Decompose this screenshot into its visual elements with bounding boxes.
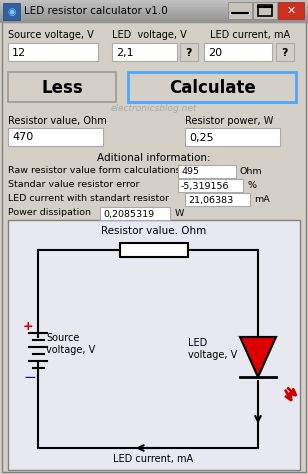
Text: Source voltage, V: Source voltage, V [8,30,94,40]
Polygon shape [240,337,276,377]
Text: W: W [175,210,184,219]
FancyBboxPatch shape [2,22,306,472]
FancyBboxPatch shape [112,43,177,61]
FancyBboxPatch shape [120,243,188,257]
FancyBboxPatch shape [0,20,308,22]
Text: Raw resistor value form calculations: Raw resistor value form calculations [8,166,180,175]
Text: LED  voltage, V: LED voltage, V [112,30,187,40]
FancyBboxPatch shape [0,2,308,5]
Text: 2,1: 2,1 [116,47,134,57]
Text: Resistor value, Ohm: Resistor value, Ohm [8,116,107,126]
FancyBboxPatch shape [8,43,98,61]
FancyBboxPatch shape [0,11,308,14]
Text: 470: 470 [12,133,33,143]
FancyBboxPatch shape [0,9,308,11]
Text: Power dissipation: Power dissipation [8,208,91,217]
Text: 21,06383: 21,06383 [188,195,233,204]
Text: Aditional information:: Aditional information: [97,153,211,163]
Text: Less: Less [41,79,83,97]
Text: Resistor power, W: Resistor power, W [185,116,274,126]
Text: mA: mA [254,195,270,204]
FancyBboxPatch shape [0,15,308,18]
FancyBboxPatch shape [0,13,308,16]
FancyBboxPatch shape [178,165,236,178]
Text: Resistor value. Ohm: Resistor value. Ohm [101,226,207,236]
Text: LED
voltage, V: LED voltage, V [188,338,237,360]
FancyBboxPatch shape [8,72,116,102]
Text: 12: 12 [12,47,26,57]
Text: LED resistor calculator v1.0: LED resistor calculator v1.0 [24,6,168,16]
FancyBboxPatch shape [185,193,250,206]
Text: −: − [24,370,36,384]
Text: ?: ? [186,47,192,57]
Text: ◉: ◉ [7,7,16,17]
Text: Calculate: Calculate [168,79,255,97]
FancyBboxPatch shape [0,0,308,3]
Text: +: + [23,320,33,334]
FancyBboxPatch shape [8,220,300,470]
Text: -5,319156: -5,319156 [181,182,229,191]
Text: Ohm: Ohm [240,167,263,176]
FancyBboxPatch shape [178,179,243,192]
Text: %: % [247,182,256,191]
Text: Source
voltage, V: Source voltage, V [46,333,95,355]
Text: 20: 20 [208,47,222,57]
FancyBboxPatch shape [180,43,198,61]
FancyBboxPatch shape [0,18,308,20]
FancyBboxPatch shape [278,2,304,19]
FancyBboxPatch shape [0,7,308,9]
FancyBboxPatch shape [8,128,103,146]
Text: electronicsblog.net: electronicsblog.net [111,103,197,112]
FancyBboxPatch shape [0,4,308,7]
Text: LED current with standart resistor: LED current with standart resistor [8,194,169,203]
FancyBboxPatch shape [228,2,252,19]
Text: Standar value resistor error: Standar value resistor error [8,180,140,189]
Text: ?: ? [282,47,288,57]
FancyBboxPatch shape [276,43,294,61]
Text: LED current, mA: LED current, mA [210,30,290,40]
Text: 495: 495 [181,167,199,176]
FancyBboxPatch shape [3,3,20,20]
FancyBboxPatch shape [185,128,280,146]
Text: 0,25: 0,25 [189,133,214,143]
FancyBboxPatch shape [204,43,272,61]
Text: ✕: ✕ [286,6,296,16]
Text: LED current, mA: LED current, mA [113,454,193,464]
FancyBboxPatch shape [100,207,170,220]
Text: 0,2085319: 0,2085319 [103,210,154,219]
FancyBboxPatch shape [128,72,296,102]
FancyBboxPatch shape [253,2,277,19]
